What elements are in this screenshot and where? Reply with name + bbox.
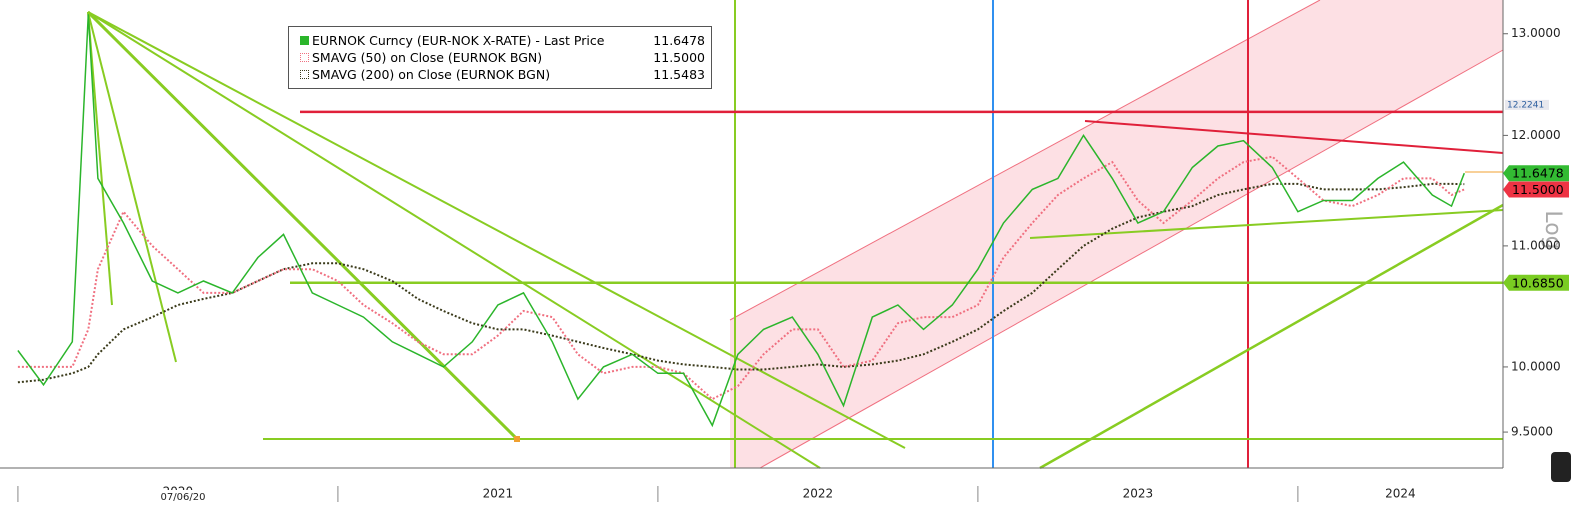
legend: EURNOK Curncy (EUR-NOK X-RATE) - Last Pr… bbox=[288, 26, 712, 89]
y-tick-label: 10.0000 bbox=[1511, 359, 1561, 373]
channel-line bbox=[759, 49, 1504, 469]
y-tick-label: 11.0000 bbox=[1511, 238, 1561, 252]
series-line bbox=[17, 155, 1465, 401]
channel-fill bbox=[730, 0, 1503, 468]
price-tag-label: 10.6850 bbox=[1512, 275, 1564, 290]
cursor-box bbox=[160, 490, 206, 502]
legend-entry: SMAVG (200) on Close (EURNOK BGN) 11.5483 bbox=[297, 66, 705, 83]
trend-line bbox=[87, 11, 906, 449]
legend-swatch bbox=[300, 36, 309, 45]
price-tag-label: 11.6478 bbox=[1512, 166, 1564, 181]
price-tag bbox=[1503, 165, 1569, 182]
x-tick-label: 2024 bbox=[1385, 487, 1416, 501]
legend-value: 11.5000 bbox=[653, 50, 705, 65]
legend-value: 11.5483 bbox=[653, 67, 705, 82]
y-tick-label: 13.0000 bbox=[1511, 26, 1561, 40]
trend-line bbox=[1039, 203, 1504, 470]
trend-line bbox=[87, 11, 821, 469]
cursor-label: 07/06/20 bbox=[161, 492, 206, 503]
series-line bbox=[17, 14, 1465, 428]
scale-label: Log bbox=[1540, 210, 1565, 249]
resistance-line bbox=[1084, 120, 1504, 154]
anchor-point bbox=[514, 436, 520, 442]
legend-entry: EURNOK Curncy (EUR-NOK X-RATE) - Last Pr… bbox=[297, 32, 705, 49]
y-tick-label: 9.5000 bbox=[1511, 425, 1553, 439]
x-tick-label: 2022 bbox=[803, 487, 834, 501]
x-tick-label: 2023 bbox=[1123, 487, 1154, 501]
channel-line bbox=[729, 0, 1321, 321]
legend-label: SMAVG (200) on Close (EURNOK BGN) bbox=[312, 67, 551, 82]
price-tag bbox=[1503, 274, 1569, 291]
series-line bbox=[17, 182, 1465, 384]
x-tick-label: 2021 bbox=[483, 487, 514, 501]
trend-line bbox=[1029, 209, 1504, 239]
icon[interactable] bbox=[1551, 452, 1571, 482]
legend-label: EURNOK Curncy (EUR-NOK X-RATE) - Last Pr… bbox=[312, 33, 605, 48]
price-tag-label: 11.5000 bbox=[1512, 182, 1564, 197]
trend-lines bbox=[86, 10, 1504, 470]
legend-label: SMAVG (50) on Close (EURNOK BGN) bbox=[312, 50, 543, 65]
price-tag bbox=[1503, 181, 1569, 198]
trend-line bbox=[87, 11, 177, 363]
trend-line bbox=[86, 10, 519, 441]
y-tick-label: 12.0000 bbox=[1511, 128, 1561, 142]
legend-value: 11.6478 bbox=[653, 33, 705, 48]
price-tag bbox=[1505, 99, 1549, 110]
legend-swatch bbox=[300, 70, 309, 79]
trend-line bbox=[87, 11, 113, 306]
legend-entry: SMAVG (50) on Close (EURNOK BGN) 11.5000 bbox=[297, 49, 705, 66]
legend-swatch bbox=[300, 53, 309, 62]
price-tag-label: 12.2241 bbox=[1507, 100, 1544, 110]
